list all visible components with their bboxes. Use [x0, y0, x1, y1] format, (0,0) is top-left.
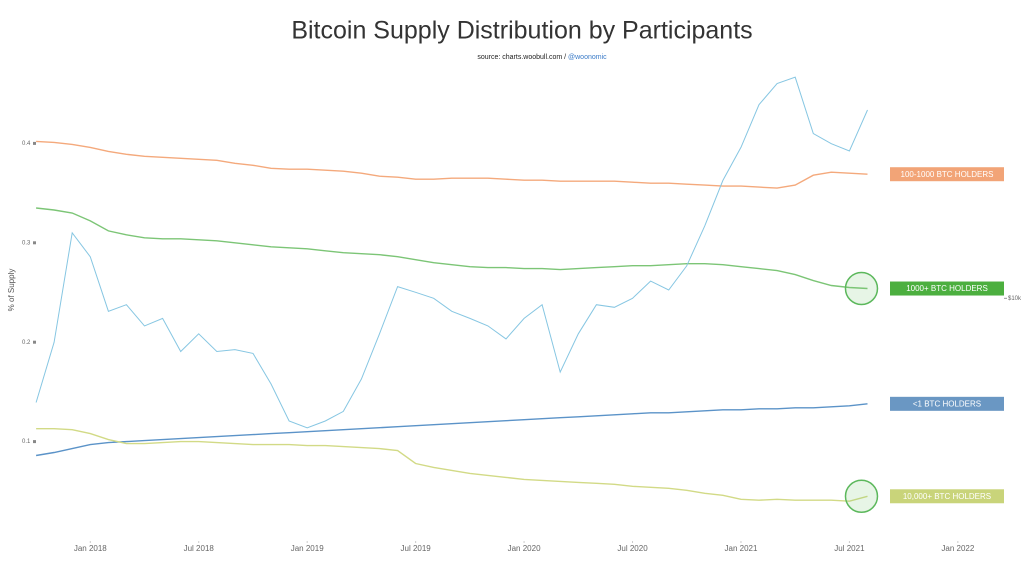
y-tick-mark — [33, 141, 36, 145]
legend-label: 100-1000 BTC HOLDERS — [901, 170, 994, 179]
x-tick-label: Jul 2018 — [184, 544, 215, 553]
x-tick-label: Jul 2021 — [834, 544, 865, 553]
x-tick-label: Jan 2021 — [725, 544, 758, 553]
y-tick-mark — [33, 340, 36, 344]
y-tick-label: 0.1 — [22, 439, 31, 445]
y-tick-label: 0.3 — [22, 240, 31, 246]
x-tick-label: Jan 2018 — [74, 544, 107, 553]
legend-label: 1000+ BTC HOLDERS — [906, 284, 988, 293]
x-tick-label: Jul 2020 — [617, 544, 648, 553]
supply-line — [36, 428, 868, 502]
subtitle-handle: @woonomic — [568, 54, 607, 61]
chart-title: Bitcoin Supply Distribution by Participa… — [291, 17, 752, 45]
y-tick-mark — [33, 440, 36, 444]
y-axis-label: % of Supply — [7, 269, 16, 312]
legend-label: <1 BTC HOLDERS — [913, 399, 981, 408]
y-tick-label: 0.2 — [22, 340, 31, 346]
x-tick-label: Jul 2019 — [401, 544, 432, 553]
highlight-circle — [844, 271, 879, 306]
y-tick-label: 0.4 — [22, 141, 31, 147]
supply-line — [36, 207, 868, 290]
x-tick-label: Jan 2020 — [508, 544, 541, 553]
legend-label: 10,000+ BTC HOLDERS — [903, 492, 991, 501]
supply-line — [36, 140, 868, 189]
legend-box — [890, 489, 1004, 504]
supply-line — [35, 403, 868, 457]
legend-box — [890, 396, 1004, 411]
price-line — [35, 76, 868, 429]
subtitle-source: source: charts.woobull.com / — [477, 54, 566, 61]
y-tick-mark — [33, 241, 36, 245]
legend-box — [890, 167, 1004, 182]
highlight-circle — [844, 479, 879, 514]
subtitle: source: charts.woobull.com / @woonomic — [477, 54, 607, 61]
y2-tick-label: $10k — [1008, 296, 1022, 302]
legend-box — [890, 281, 1004, 296]
x-tick-label: Jan 2019 — [291, 544, 324, 553]
x-tick-label: Jan 2022 — [941, 544, 974, 553]
